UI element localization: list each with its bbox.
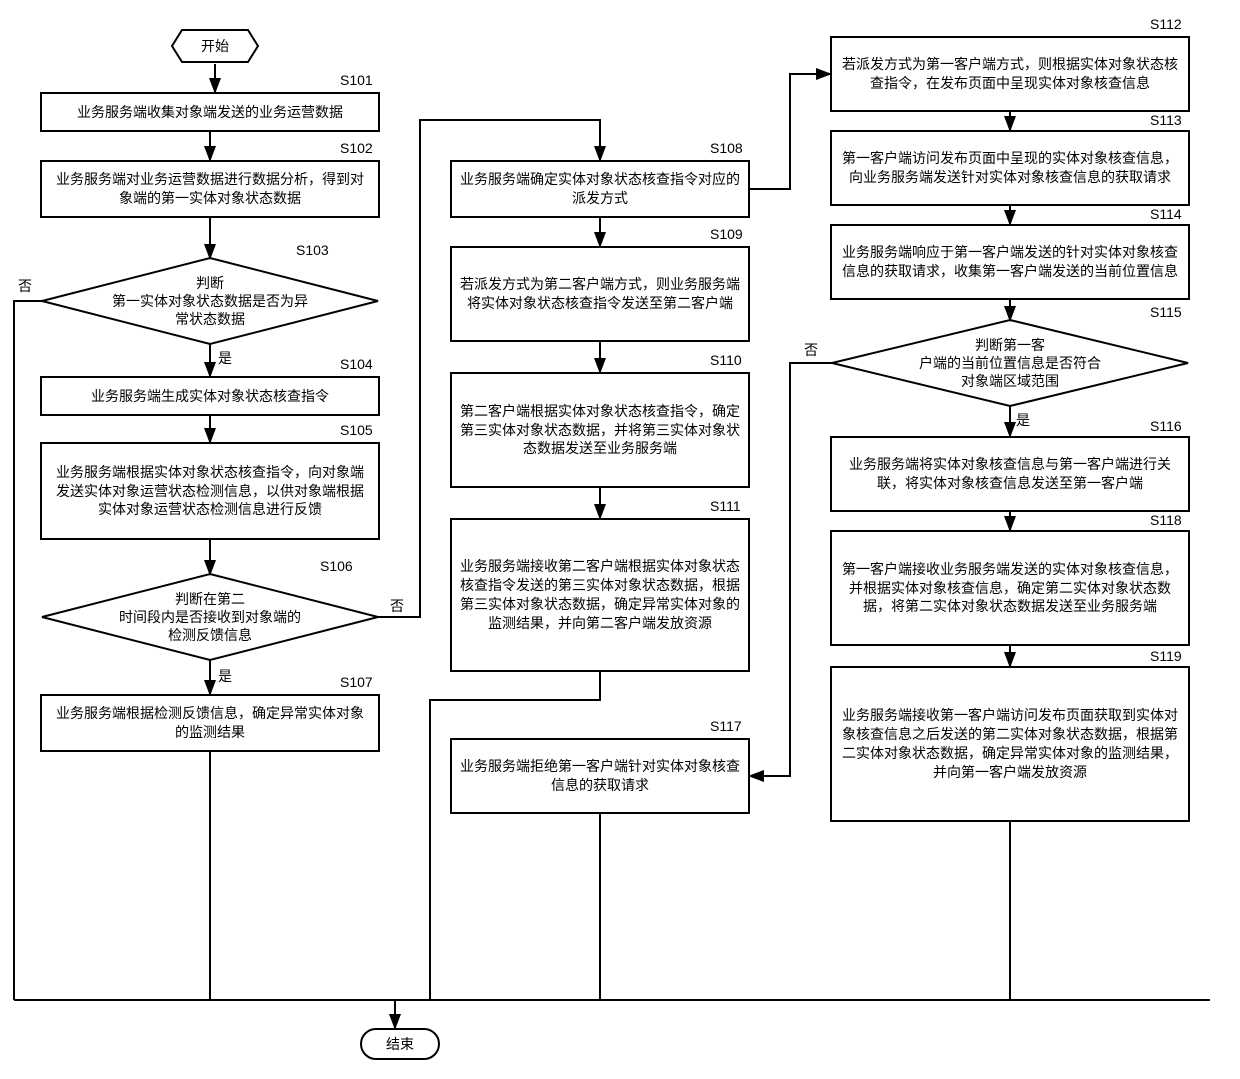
tag-s113: S113 [1150, 112, 1182, 128]
branch-s103-no: 否 [18, 276, 32, 296]
tag-s119: S119 [1150, 648, 1182, 664]
tag-s103: S103 [296, 242, 329, 258]
node-s110-text: 第二客户端根据实体对象状态核查指令，确定第三实体对象状态数据，并将第三实体对象状… [460, 402, 740, 459]
decision-s103: 判断 第一实体对象状态数据是否为异 常状态数据 [40, 256, 380, 346]
decision-s103-text: 判断 第一实体对象状态数据是否为异 常状态数据 [82, 274, 338, 329]
tag-s109: S109 [710, 226, 743, 242]
tag-s112: S112 [1150, 16, 1182, 32]
node-s108: 业务服务端确定实体对象状态核查指令对应的派发方式 [450, 160, 750, 218]
terminal-start: 开始 [170, 28, 260, 64]
decision-s106-text: 判断在第二 时间段内是否接收到对象端的 检测反馈信息 [89, 590, 331, 645]
node-s105: 业务服务端根据实体对象状态核查指令，向对象端发送实体对象运营状态检测信息，以供对… [40, 442, 380, 540]
tag-s101: S101 [340, 72, 373, 88]
node-s112: 若派发方式为第一客户端方式，则根据实体对象状态核查指令，在发布页面中呈现实体对象… [830, 36, 1190, 112]
node-s116: 业务服务端将实体对象核查信息与第一客户端进行关联，将实体对象核查信息发送至第一客… [830, 436, 1190, 512]
node-s107: 业务服务端根据检测反馈信息，确定异常实体对象的监测结果 [40, 694, 380, 752]
tag-s106: S106 [320, 558, 353, 574]
node-s108-text: 业务服务端确定实体对象状态核查指令对应的派发方式 [460, 170, 740, 208]
tag-s115: S115 [1150, 304, 1182, 320]
node-s117-text: 业务服务端拒绝第一客户端针对实体对象核查信息的获取请求 [460, 757, 740, 795]
node-s113-text: 第一客户端访问发布页面中呈现的实体对象核查信息，向业务服务端发送针对实体对象核查… [840, 149, 1180, 187]
terminal-end: 结束 [360, 1028, 440, 1060]
decision-s115: 判断第一客 户端的当前位置信息是否符合 对象端区域范围 [830, 318, 1190, 408]
terminal-start-label: 开始 [201, 36, 229, 56]
decision-s115-text: 判断第一客 户端的当前位置信息是否符合 对象端区域范围 [889, 336, 1131, 391]
node-s107-text: 业务服务端根据检测反馈信息，确定异常实体对象的监测结果 [50, 704, 370, 742]
node-s110: 第二客户端根据实体对象状态核查指令，确定第三实体对象状态数据，并将第三实体对象状… [450, 372, 750, 488]
tag-s117: S117 [710, 718, 742, 734]
node-s112-text: 若派发方式为第一客户端方式，则根据实体对象状态核查指令，在发布页面中呈现实体对象… [840, 55, 1180, 93]
node-s104-text: 业务服务端生成实体对象状态核查指令 [91, 387, 329, 406]
node-s105-text: 业务服务端根据实体对象状态核查指令，向对象端发送实体对象运营状态检测信息，以供对… [50, 463, 370, 520]
branch-s103-yes: 是 [218, 348, 232, 368]
node-s118: 第一客户端接收业务服务端发送的实体对象核查信息，并根据实体对象核查信息，确定第二… [830, 530, 1190, 646]
node-s102-text: 业务服务端对业务运营数据进行数据分析，得到对象端的第一实体对象状态数据 [50, 170, 370, 208]
branch-s115-yes: 是 [1016, 410, 1030, 430]
node-s118-text: 第一客户端接收业务服务端发送的实体对象核查信息，并根据实体对象核查信息，确定第二… [840, 560, 1180, 617]
tag-s105: S105 [340, 422, 373, 438]
node-s119: 业务服务端接收第一客户端访问发布页面获取到实体对象核查信息之后发送的第二实体对象… [830, 666, 1190, 822]
tag-s111: S111 [710, 498, 741, 514]
node-s109-text: 若派发方式为第二客户端方式，则业务服务端将实体对象状态核查指令发送至第二客户端 [460, 275, 740, 313]
node-s111: 业务服务端接收第二客户端根据实体对象状态核查指令发送的第三实体对象状态数据，根据… [450, 518, 750, 672]
branch-s106-yes: 是 [218, 666, 232, 686]
node-s117: 业务服务端拒绝第一客户端针对实体对象核查信息的获取请求 [450, 738, 750, 814]
branch-s115-no: 否 [804, 340, 818, 360]
tag-s110: S110 [710, 352, 742, 368]
node-s104: 业务服务端生成实体对象状态核查指令 [40, 376, 380, 416]
node-s114: 业务服务端响应于第一客户端发送的针对实体对象核查信息的获取请求，收集第一客户端发… [830, 224, 1190, 300]
node-s102: 业务服务端对业务运营数据进行数据分析，得到对象端的第一实体对象状态数据 [40, 160, 380, 218]
decision-s106: 判断在第二 时间段内是否接收到对象端的 检测反馈信息 [40, 572, 380, 662]
node-s116-text: 业务服务端将实体对象核查信息与第一客户端进行关联，将实体对象核查信息发送至第一客… [840, 455, 1180, 493]
node-s109: 若派发方式为第二客户端方式，则业务服务端将实体对象状态核查指令发送至第二客户端 [450, 246, 750, 342]
tag-s107: S107 [340, 674, 373, 690]
node-s113: 第一客户端访问发布页面中呈现的实体对象核查信息，向业务服务端发送针对实体对象核查… [830, 130, 1190, 206]
tag-s104: S104 [340, 356, 373, 372]
tag-s102: S102 [340, 140, 373, 156]
tag-s116: S116 [1150, 418, 1182, 434]
terminal-end-label: 结束 [386, 1036, 414, 1052]
node-s111-text: 业务服务端接收第二客户端根据实体对象状态核查指令发送的第三实体对象状态数据，根据… [460, 557, 740, 633]
node-s101-text: 业务服务端收集对象端发送的业务运营数据 [77, 103, 343, 122]
node-s119-text: 业务服务端接收第一客户端访问发布页面获取到实体对象核查信息之后发送的第二实体对象… [840, 706, 1180, 782]
branch-s106-no: 否 [390, 596, 404, 616]
tag-s108: S108 [710, 140, 743, 156]
node-s101: 业务服务端收集对象端发送的业务运营数据 [40, 92, 380, 132]
node-s114-text: 业务服务端响应于第一客户端发送的针对实体对象核查信息的获取请求，收集第一客户端发… [840, 243, 1180, 281]
tag-s118: S118 [1150, 512, 1182, 528]
tag-s114: S114 [1150, 206, 1182, 222]
